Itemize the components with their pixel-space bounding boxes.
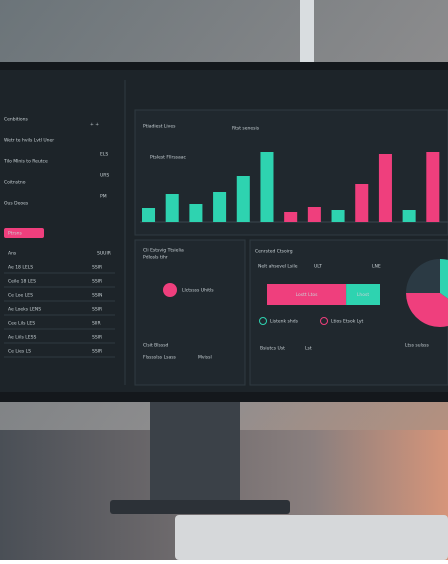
stacked-segment (346, 284, 380, 305)
lamp-post (300, 0, 314, 80)
keyboard[interactable] (175, 515, 448, 560)
legend-label: ULT (314, 264, 322, 270)
panel-subtitle: Pdlosls tihr (143, 255, 168, 261)
icon (163, 283, 177, 297)
row-label: Ae Loeks LENS (8, 307, 41, 313)
icon (259, 317, 267, 325)
marks: Cenbitions + + Wetr te hvils Lvtl Uner ELS T… (3, 117, 448, 361)
chart-subtitle: Ptslest Fllrssaac (150, 155, 187, 161)
legend-label: Nelt ahsevel Lsile (258, 264, 298, 270)
row-label: Cee Lils LES (8, 321, 35, 327)
note: Flsssslss Lsass (143, 355, 177, 361)
bar (260, 152, 274, 222)
row-label: Ce Lies LS (8, 349, 31, 355)
row-value: SSIR (92, 279, 102, 285)
icon (320, 317, 328, 325)
row-value: SSIR (92, 307, 102, 313)
button[interactable] (4, 228, 44, 238)
segment-label: Lhost (357, 292, 369, 298)
bar (213, 192, 227, 222)
item-value: URS (100, 173, 109, 179)
bar (165, 194, 179, 222)
footer-label: Lst (305, 346, 312, 352)
menu: Rtst senesis (232, 126, 260, 132)
item-label: Tilo Mlnis to Reutce (3, 159, 48, 165)
bar (355, 184, 369, 222)
row-value: SSIN (92, 293, 102, 299)
sidebar-title: Cenbitions (4, 117, 28, 123)
row-label: Ce Loe LES (8, 293, 33, 299)
row-header: Ans (8, 251, 17, 257)
row-value: SSIR (92, 349, 102, 355)
tag: Llctssss Uhitls (182, 288, 214, 294)
item-value: ELS (100, 152, 108, 158)
button-label: Ptrsns (8, 231, 23, 237)
item-label: Coitnstno (4, 180, 26, 186)
value: Mvissl (198, 355, 212, 361)
pie-slice (406, 259, 440, 293)
stacked-segment (267, 284, 347, 305)
legend-label: LNE (372, 264, 381, 270)
panel-title: Cli Estsvig Ttsielia (143, 248, 184, 254)
tag: + + (90, 122, 99, 128)
panel-title: Clsit Blsssd (143, 343, 169, 349)
monitor-stand (150, 395, 240, 505)
item-value: PM (100, 194, 107, 200)
row-label: Ceile 18 LES (8, 279, 36, 285)
row-header: SUUIR (97, 251, 111, 257)
note: Listenk shds (270, 319, 299, 325)
row-value: SSIR (92, 265, 102, 271)
pie-slice (406, 293, 448, 327)
row-label: Ae 18 LELS (8, 265, 33, 271)
row-value: SSIR (92, 335, 102, 341)
footer-label: Bsiutcs Ust (260, 346, 285, 352)
row-label: Ae Liils LESS (8, 335, 36, 341)
note: Ltios Etsok Lyt (331, 319, 364, 325)
segment-label: Lostt Ltos (296, 292, 319, 298)
bar (331, 210, 345, 222)
bar (236, 176, 250, 222)
bar (307, 207, 321, 222)
bar (284, 212, 298, 222)
chart-title: Ptiadiest Lives (143, 124, 176, 130)
bar (402, 210, 416, 222)
pie-slice (440, 259, 448, 299)
bar (142, 208, 156, 222)
panel-title: Cenrsted Ctsoirg (255, 249, 293, 255)
bar (189, 204, 203, 222)
bar (426, 152, 440, 222)
item-label: Ous Deoes (4, 201, 29, 207)
stand-base (110, 500, 290, 514)
footer-label: Ltss sulsss (405, 343, 430, 349)
item-label: Wetr te hvils Lvtl Uner (4, 138, 54, 144)
bar (378, 154, 392, 222)
row-value: SIIR (92, 321, 101, 327)
left-panel (134, 239, 246, 386)
